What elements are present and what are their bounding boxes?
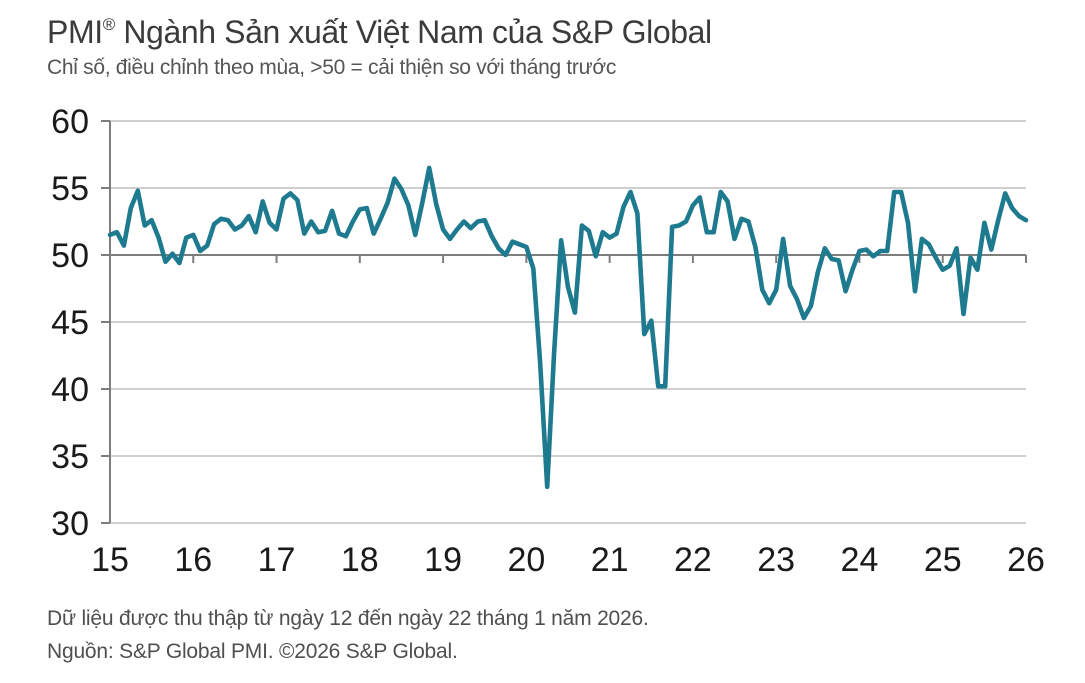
pmi-series-line bbox=[107, 165, 1029, 490]
y-tick-label: 45 bbox=[51, 304, 89, 342]
y-tick-label: 60 bbox=[51, 103, 89, 141]
footnote-collection-period: Dữ liệu được thu thập từ ngày 12 đến ngà… bbox=[47, 607, 649, 630]
page-title: PMI® Ngành Sản xuất Việt Nam của S&P Glo… bbox=[47, 14, 712, 51]
pmi-line-chart: 30 35 40 45 50 55 60 15 16 17 18 19 20 21 22 23 24 25 26 bbox=[51, 103, 1045, 579]
y-tick-label: 35 bbox=[51, 438, 89, 476]
x-tick-label: 24 bbox=[841, 541, 879, 579]
x-tick-label: 23 bbox=[757, 541, 795, 579]
y-tick-label: 30 bbox=[51, 505, 89, 543]
x-tick-label: 19 bbox=[424, 541, 462, 579]
x-tick-label: 21 bbox=[591, 541, 629, 579]
title-brand: PMI bbox=[47, 14, 103, 50]
x-tick-label: 16 bbox=[174, 541, 212, 579]
y-tick-label: 55 bbox=[51, 170, 89, 208]
chart-subtitle: Chỉ số, điều chỉnh theo mùa, >50 = cải t… bbox=[47, 56, 617, 79]
title-rest: Ngành Sản xuất Việt Nam của S&P Global bbox=[114, 14, 712, 50]
x-tick-label: 20 bbox=[507, 541, 545, 579]
x-tick-label: 22 bbox=[674, 541, 712, 579]
x-tick-label: 25 bbox=[924, 541, 962, 579]
chart-footnotes: Dữ liệu được thu thập từ ngày 12 đến ngà… bbox=[47, 602, 649, 668]
y-tick-label: 50 bbox=[51, 237, 89, 275]
x-tick-label: 15 bbox=[91, 541, 129, 579]
x-tick-label: 18 bbox=[341, 541, 379, 579]
footnote-source: Nguồn: S&P Global PMI. ©2026 S&P Global. bbox=[47, 640, 458, 663]
x-tick-label: 17 bbox=[258, 541, 296, 579]
x-tick-label: 26 bbox=[1007, 541, 1045, 579]
registered-trademark-icon: ® bbox=[102, 15, 116, 34]
y-tick-label: 40 bbox=[51, 371, 89, 409]
